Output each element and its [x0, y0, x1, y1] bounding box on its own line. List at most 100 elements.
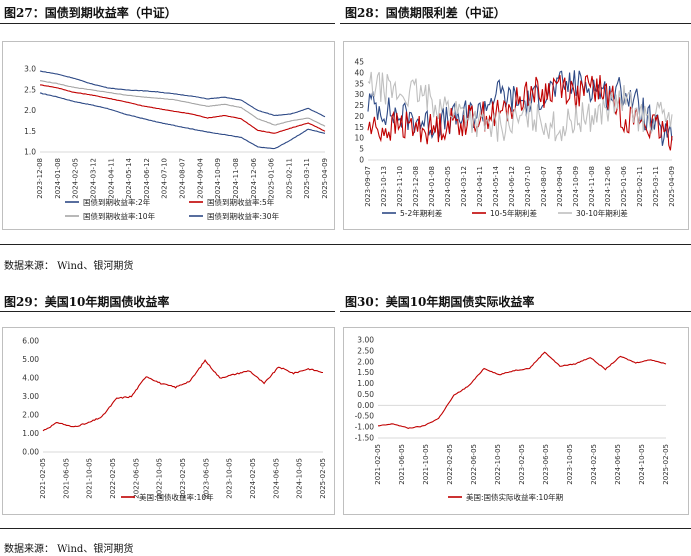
- x-tick-label: 2024-05-14: [125, 157, 133, 198]
- x-tick-label: 2025-01-06: [620, 165, 628, 206]
- x-tick-label: 2025-02-11: [636, 166, 644, 207]
- x-tick-label: 2024-09-04: [556, 165, 564, 206]
- y-tick-label: 45: [354, 58, 364, 67]
- x-tick-label: 2023-06-05: [542, 444, 550, 485]
- x-tick-label: 2024-04-11: [107, 158, 115, 199]
- x-tick-label: 2023-11-10: [396, 166, 404, 207]
- chart-28-box: 0 5 10 15 20 25 30 35 40 45 2023-09-07 2023-10-13 20…: [343, 41, 689, 230]
- x-tick-label: 2021-02-05: [39, 458, 47, 499]
- legend-label: 国债到期收益率:2年: [83, 197, 151, 207]
- series-line-2: [40, 84, 326, 134]
- y-tick-label: 5: [359, 145, 364, 154]
- x-tick-label: 2025-02-05: [662, 444, 670, 485]
- x-tick-label: 2024-01-08: [54, 158, 62, 199]
- y-tick-label: 3.00: [357, 336, 374, 345]
- x-tick-label: 2024-10-05: [638, 444, 646, 485]
- x-tick-label: 2023-02-05: [179, 458, 187, 499]
- x-tick-label: 2024-07-10: [524, 166, 532, 207]
- y-tick-label: 0.00: [357, 401, 374, 410]
- chart-29-svg: 0.00 1.00 2.00 3.00 4.00 5.00 6.00 2021-02-05 20…: [22, 337, 327, 503]
- y-tick-label: 30: [354, 90, 364, 99]
- y-tick-label: 1.5: [24, 127, 36, 136]
- x-tick-label: 2024-09-04: [196, 157, 204, 198]
- x-tick-label: 2024-11-08: [588, 166, 596, 207]
- source-rule-bottom: [0, 528, 691, 529]
- y-tick-label: 6.00: [22, 337, 39, 346]
- series-line-1: [42, 359, 324, 432]
- panel-title-27: 图27：国债到期收益率（中证）: [4, 6, 177, 20]
- x-tick-label: 2024-02-05: [590, 444, 598, 485]
- x-tick-label: 2024-11-08: [232, 158, 240, 199]
- legend-label: 国债到期收益率:10年: [83, 211, 156, 221]
- x-tick-label: 2023-10-05: [566, 444, 574, 485]
- panel-title-28: 图28：国债期限利差（中证）: [345, 6, 506, 20]
- chart-29-box: 0.00 1.00 2.00 3.00 4.00 5.00 6.00 2021-02-05 20…: [2, 327, 335, 515]
- x-tick-label: 2025-03-11: [303, 158, 311, 199]
- y-tick-label: 2.00: [357, 357, 374, 366]
- x-tick-label: 2024-06-12: [508, 166, 516, 207]
- x-tick-label: 2025-03-11: [652, 166, 660, 207]
- x-tick-label: 2024-07-10: [161, 158, 169, 199]
- x-tick-label: 2024-08-07: [179, 158, 187, 199]
- x-tick-label: 2022-10-05: [494, 444, 502, 485]
- x-tick-label: 2021-10-05: [422, 444, 430, 485]
- y-tick-label: 2.0: [24, 106, 36, 115]
- series-line-3: [39, 80, 326, 127]
- legend-label: 美国:国债实际收益率:10年期: [466, 492, 563, 502]
- x-tick-label: 2023-06-05: [202, 458, 210, 499]
- y-tick-label: -1.00: [355, 423, 375, 432]
- x-tick-label: 2024-01-08: [428, 166, 436, 207]
- x-tick-label: 2023-12-08: [412, 166, 420, 207]
- x-tick-label: 2022-06-05: [132, 458, 140, 499]
- y-tick-label: 40: [354, 68, 364, 77]
- x-tick-label: 2024-06-05: [614, 444, 622, 485]
- x-tick-label: 2023-12-08: [36, 158, 44, 199]
- series-line-1: [39, 92, 326, 150]
- x-tick-label: 2025-04-09: [321, 158, 329, 199]
- x-tick-label: 2025-02-05: [319, 458, 327, 499]
- y-tick-label: -1.50: [355, 434, 375, 443]
- series-line-2: [367, 74, 673, 151]
- x-tick-label: 2022-02-05: [446, 444, 454, 485]
- x-tick-label: 2024-06-05: [272, 458, 280, 499]
- x-tick-label: 2024-05-14: [492, 165, 500, 206]
- series-line-3: [367, 71, 673, 142]
- x-tick-label: 2023-09-07: [364, 166, 372, 207]
- y-tick-label: 1.50: [357, 368, 374, 377]
- x-tick-label: 2024-08-07: [540, 166, 548, 207]
- x-tick-label: 2024-02-05: [444, 166, 452, 207]
- title-rule-top-left: [0, 23, 335, 24]
- series-line-1: [378, 351, 667, 429]
- title-rule-bottom-left: [0, 311, 335, 312]
- y-tick-label: 0: [359, 156, 364, 165]
- source-rule-top: [0, 244, 691, 245]
- y-tick-label: 0.00: [22, 448, 39, 457]
- data-source-2: 数据来源： Wind、银河期货: [4, 544, 134, 555]
- title-rule-bottom-right: [340, 311, 691, 312]
- title-rule-top-right: [340, 23, 691, 24]
- series-line-4: [39, 70, 326, 118]
- x-tick-label: 2024-02-05: [72, 158, 80, 199]
- x-tick-label: 2021-06-05: [398, 444, 406, 485]
- y-tick-label: 2.00: [22, 411, 39, 420]
- y-tick-label: 0.50: [357, 390, 374, 399]
- y-tick-label: 1.0: [24, 148, 36, 157]
- x-tick-label: 2024-10-05: [296, 458, 304, 499]
- chart-30-box: -1.50 -1.00 -0.50 0.00 0.50 1.00 1.50 2.00 2.50 3…: [343, 327, 689, 515]
- y-tick-label: 1.00: [22, 429, 39, 438]
- x-tick-label: 2025-02-11: [285, 158, 293, 199]
- y-tick-label: -0.50: [355, 412, 375, 421]
- x-tick-label: 2024-12-06: [604, 165, 612, 206]
- chart-27-box: 1.0 1.5 2.0 2.5 3.0 2023-12-08 2024-01-08 2024-…: [2, 41, 335, 230]
- x-tick-label: 2024-02-05: [249, 458, 257, 499]
- y-tick-label: 1.00: [357, 379, 374, 388]
- y-tick-label: 15: [354, 123, 364, 132]
- x-tick-label: 2024-06-12: [143, 158, 151, 199]
- y-tick-label: 2.50: [357, 346, 374, 355]
- y-tick-label: 35: [354, 79, 364, 88]
- x-tick-label: 2022-02-05: [109, 458, 117, 499]
- chart-27-svg: 1.0 1.5 2.0 2.5 3.0 2023-12-08 2024-01-08 2024-…: [24, 65, 329, 222]
- x-tick-label: 2023-02-05: [518, 444, 526, 485]
- legend-label: 5-2年期利差: [400, 208, 443, 218]
